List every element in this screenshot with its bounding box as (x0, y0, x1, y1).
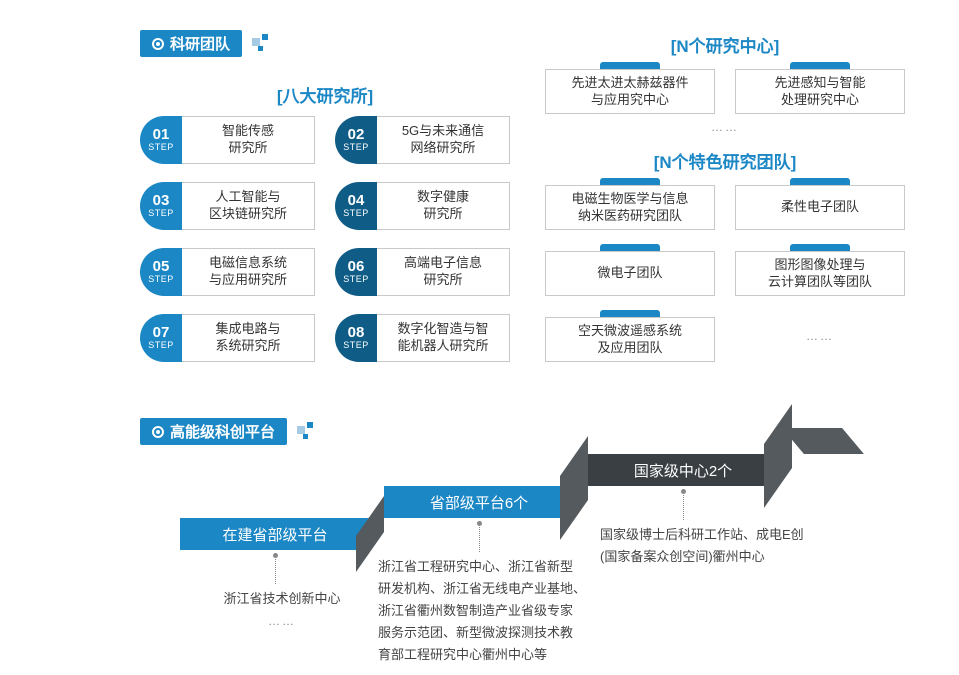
feature-label: 柔性电子团队 (735, 185, 905, 230)
step-tag: 02STEP (335, 116, 377, 164)
institute-step: 06STEP高端电子信息 研究所 (335, 248, 510, 296)
feature-box: 电磁生物医学与信息 纳米医药研究团队 (545, 178, 715, 230)
step-tag: 03STEP (140, 182, 182, 230)
step-number: 07 (153, 325, 170, 342)
teams-row2: 微电子团队图形图像处理与 云计算团队等团队 (545, 244, 905, 296)
step-number: 05 (153, 259, 170, 276)
step-tag: 04STEP (335, 182, 377, 230)
step-label: 数字健康 研究所 (377, 182, 510, 230)
step-number: 02 (348, 127, 365, 144)
step-word: STEP (148, 209, 174, 219)
institutes-grid: 01STEP智能传感 研究所02STEP5G与未来通信 网络研究所03STEP人… (140, 116, 510, 362)
stair-3: 国家级中心2个 (588, 454, 778, 486)
tab-accent (790, 62, 850, 69)
feature-label: 电磁生物医学与信息 纳米医药研究团队 (545, 185, 715, 230)
step-label: 电磁信息系统 与应用研究所 (182, 248, 315, 296)
step-label: 智能传感 研究所 (182, 116, 315, 164)
tab-accent (790, 178, 850, 185)
step-word: STEP (148, 341, 174, 351)
feature-label: 微电子团队 (545, 251, 715, 296)
step-word: STEP (343, 341, 369, 351)
tab-accent (600, 244, 660, 251)
institute-step: 03STEP人工智能与 区块链研究所 (140, 182, 315, 230)
header-deco-icon (252, 34, 276, 56)
centers-ellipsis: …… (545, 120, 905, 134)
step-word: STEP (343, 143, 369, 153)
teams-row3: 空天微波遥感系统 及应用团队 …… (545, 310, 905, 362)
stair-2: 省部级平台6个 (384, 486, 574, 518)
stair-3-top (782, 428, 864, 454)
step-label: 人工智能与 区块链研究所 (182, 182, 315, 230)
step-number: 08 (348, 325, 365, 342)
stair-1-label: 在建省部级平台 (180, 518, 370, 550)
centers-title: [N个研究中心] (545, 32, 905, 57)
step-word: STEP (343, 275, 369, 285)
section1-title: 科研团队 (170, 33, 230, 54)
step-tag: 08STEP (335, 314, 377, 362)
step-word: STEP (148, 275, 174, 285)
institute-step: 02STEP5G与未来通信 网络研究所 (335, 116, 510, 164)
tab-accent (790, 244, 850, 251)
step-number: 04 (348, 193, 365, 210)
stair-3-label: 国家级中心2个 (588, 454, 778, 486)
feature-box: 柔性电子团队 (735, 178, 905, 230)
institute-step: 07STEP集成电路与 系统研究所 (140, 314, 315, 362)
step-label: 数字化智造与智 能机器人研究所 (377, 314, 510, 362)
feature-box: 微电子团队 (545, 244, 715, 296)
stairs-diagram: 在建省部级平台 浙江省技术创新中心 …… 省部级平台6个 浙江省工程研究中心、浙… (140, 420, 860, 665)
step-number: 01 (153, 127, 170, 144)
teams-ellipsis: …… (735, 329, 905, 343)
institute-step: 01STEP智能传感 研究所 (140, 116, 315, 164)
step-word: STEP (343, 209, 369, 219)
institute-step: 04STEP数字健康 研究所 (335, 182, 510, 230)
stair-3-side (764, 404, 792, 508)
stair-1: 在建省部级平台 (180, 518, 370, 550)
step-number: 03 (153, 193, 170, 210)
stair-2-connector (479, 524, 480, 552)
teams-row1: 电磁生物医学与信息 纳米医药研究团队柔性电子团队 (545, 178, 905, 230)
tab-accent (600, 310, 660, 317)
institute-step: 08STEP数字化智造与智 能机器人研究所 (335, 314, 510, 362)
teams-title: [N个特色研究团队] (545, 148, 905, 173)
feature-label: 图形图像处理与 云计算团队等团队 (735, 251, 905, 296)
stair-2-desc: 浙江省工程研究中心、浙江省新型 研发机构、浙江省无线电产业基地、 浙江省衢州数智… (378, 556, 608, 666)
feature-label: 先进太进太赫兹器件 与应用究中心 (545, 69, 715, 114)
stair-2-label: 省部级平台6个 (384, 486, 574, 518)
step-tag: 07STEP (140, 314, 182, 362)
stair-3-connector (683, 492, 684, 520)
step-label: 高端电子信息 研究所 (377, 248, 510, 296)
section1-header: 科研团队 (140, 30, 242, 57)
feature-label: 空天微波遥感系统 及应用团队 (545, 317, 715, 362)
stair-1-connector (275, 556, 276, 584)
feature-box: 先进感知与智能 处理研究中心 (735, 62, 905, 114)
step-tag: 05STEP (140, 248, 182, 296)
stair-2-side (560, 436, 588, 540)
stair-3-desc: 国家级博士后科研工作站、成电E创 (国家备案众创空间)衢州中心 (600, 524, 840, 568)
feature-box: 先进太进太赫兹器件 与应用究中心 (545, 62, 715, 114)
feature-label: 先进感知与智能 处理研究中心 (735, 69, 905, 114)
step-word: STEP (148, 143, 174, 153)
feature-box: 空天微波遥感系统 及应用团队 (545, 310, 715, 362)
step-tag: 01STEP (140, 116, 182, 164)
step-label: 5G与未来通信 网络研究所 (377, 116, 510, 164)
step-label: 集成电路与 系统研究所 (182, 314, 315, 362)
step-tag: 06STEP (335, 248, 377, 296)
stair-1-desc: 浙江省技术创新中心 …… (202, 588, 362, 632)
feature-box: 图形图像处理与 云计算团队等团队 (735, 244, 905, 296)
institute-step: 05STEP电磁信息系统 与应用研究所 (140, 248, 315, 296)
bullet-icon (152, 38, 164, 50)
tab-accent (600, 62, 660, 69)
tab-accent (600, 178, 660, 185)
step-number: 06 (348, 259, 365, 276)
institutes-title: [八大研究所] (140, 82, 510, 107)
centers-row: 先进太进太赫兹器件 与应用究中心先进感知与智能 处理研究中心 (545, 62, 905, 114)
